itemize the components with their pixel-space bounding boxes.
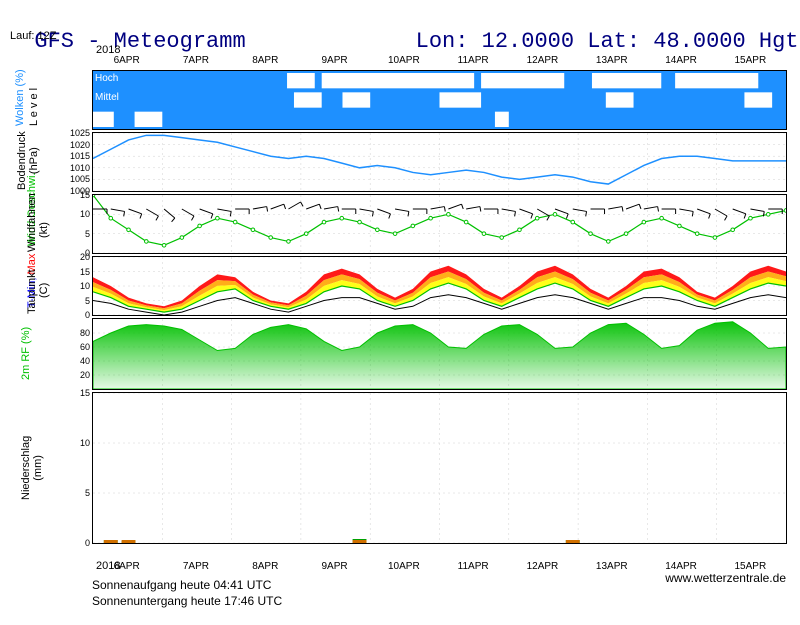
xtick: 8APR — [252, 561, 278, 572]
footer-sunset: Sonnenuntergang heute 17:46 UTC — [92, 594, 282, 608]
year-bottom: 2018 — [96, 560, 120, 572]
xtick: 12APR — [527, 561, 559, 572]
xtick: 13APR — [596, 561, 628, 572]
footer-sunrise: Sonnenaufgang heute 04:41 UTC — [92, 578, 271, 592]
xtick: 11APR — [458, 561, 489, 572]
xtick: 10APR — [388, 561, 420, 572]
xtick: 9APR — [321, 561, 347, 572]
xaxis-bottom: 6APR7APR8APR9APR10APR11APR12APR13APR14AP… — [0, 0, 800, 625]
xtick: 7APR — [183, 561, 209, 572]
footer-credit: www.wetterzentrale.de — [665, 571, 786, 585]
